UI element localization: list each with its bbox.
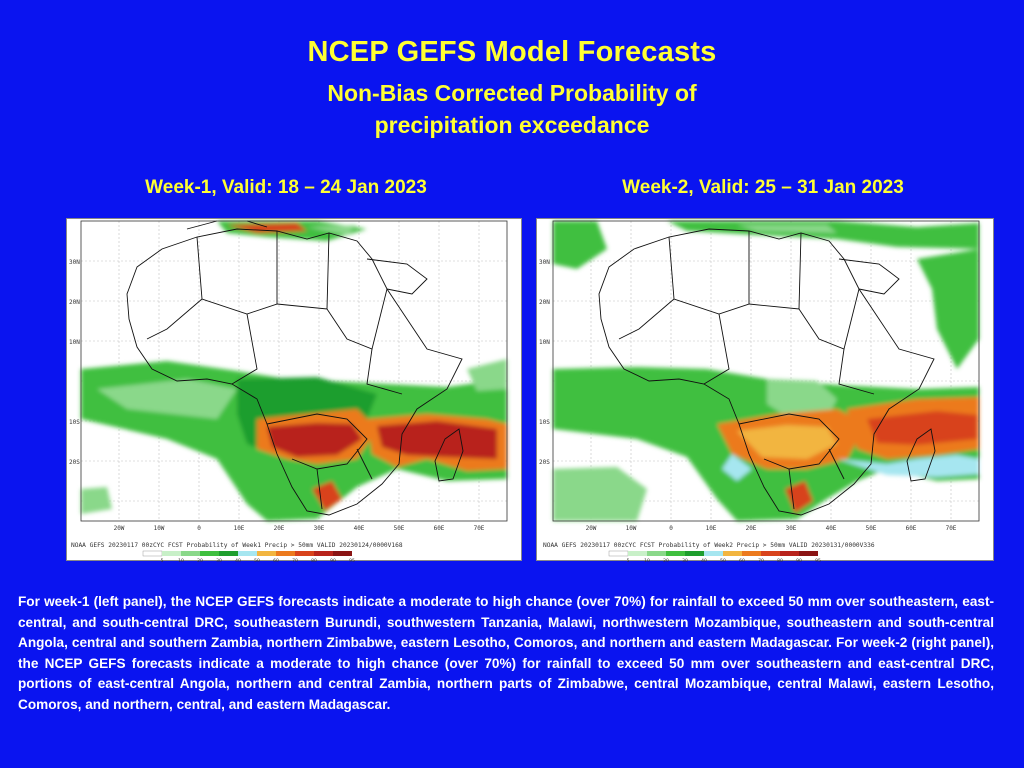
color-scale-bar [142, 550, 352, 557]
lon-label: 40E [354, 525, 365, 532]
scale-tick: 90 [330, 558, 336, 562]
scale-tick: 20 [197, 558, 203, 562]
lon-label: 20W [586, 525, 597, 532]
week1-probability-map: 30N 20N 10N 10S 20S 20W 10W 0 10E 20E 30… [66, 218, 522, 562]
scale-tick: 95 [815, 558, 821, 562]
week2-probability-map: 30N 20N 10N 10S 20S 20W 10W 0 10E 20E 30… [536, 218, 994, 562]
coastlines-borders [598, 228, 936, 516]
lon-label: 0 [197, 525, 201, 532]
color-scale-ticks: 5 10 20 30 40 50 60 70 80 90 95 [627, 558, 821, 562]
lat-label: 10S [539, 419, 550, 426]
lon-label: 50E [394, 525, 405, 532]
scale-tick: 70 [292, 558, 298, 562]
scale-tick: 5 [627, 558, 630, 562]
scale-tick: 90 [796, 558, 802, 562]
lon-label: 10E [706, 525, 717, 532]
lon-label: 0 [669, 525, 673, 532]
scale-tick: 50 [254, 558, 260, 562]
map-footer-caption: NOAA GEFS 20230117 00zCYC FCST Probabili… [543, 542, 875, 549]
precip-shading [553, 221, 979, 521]
lat-label: 20S [539, 459, 550, 466]
lat-label: 10N [539, 339, 550, 346]
scale-tick: 40 [235, 558, 241, 562]
subtitle-line-2: precipitation exceedance [374, 112, 650, 138]
longitude-labels: 20W 10W 0 10E 20E 30E 40E 50E 60E 70E [114, 525, 485, 532]
scale-tick: 5 [161, 558, 164, 562]
scale-tick: 50 [720, 558, 726, 562]
lon-label: 50E [866, 525, 877, 532]
scale-tick: 60 [739, 558, 745, 562]
subtitle-line-1: Non-Bias Corrected Probability of [327, 80, 697, 106]
lat-label: 30N [539, 259, 550, 266]
scale-tick: 95 [349, 558, 355, 562]
slide-subtitle: Non-Bias Corrected Probability of precip… [0, 77, 1024, 141]
lon-label: 30E [786, 525, 797, 532]
scale-tick: 70 [758, 558, 764, 562]
lon-label: 40E [826, 525, 837, 532]
map-plot-area [552, 220, 980, 522]
scale-tick: 60 [273, 558, 279, 562]
color-scale-ticks: 5 10 20 30 40 50 60 70 80 90 95 [161, 558, 355, 562]
lat-label: 20N [539, 299, 550, 306]
lat-label: 10N [69, 339, 80, 346]
week2-heading: Week-2, Valid: 25 – 31 Jan 2023 [622, 177, 904, 198]
map-footer-caption: NOAA GEFS 20230117 00zCYC FCST Probabili… [71, 542, 403, 549]
lon-label: 60E [434, 525, 445, 532]
week1-map-svg: 30N 20N 10N 10S 20S 20W 10W 0 10E 20E 30… [69, 220, 508, 562]
scale-tick: 80 [311, 558, 317, 562]
week1-heading: Week-1, Valid: 18 – 24 Jan 2023 [145, 177, 427, 198]
scale-tick: 30 [216, 558, 222, 562]
lon-label: 20E [746, 525, 757, 532]
coastlines-borders [126, 220, 464, 516]
lon-label: 20E [274, 525, 285, 532]
map-plot-area [80, 220, 508, 522]
lon-label: 10W [154, 525, 165, 532]
lon-label: 70E [474, 525, 485, 532]
scale-tick: 40 [701, 558, 707, 562]
latitude-labels: 30N 20N 10N 10S 20S [69, 259, 80, 466]
lon-label: 10W [626, 525, 637, 532]
scale-tick: 10 [644, 558, 650, 562]
longitude-labels: 20W 10W 0 10E 20E 30E 40E 50E 60E 70E [586, 525, 957, 532]
scale-tick: 20 [663, 558, 669, 562]
lon-label: 60E [906, 525, 917, 532]
color-scale-bar [608, 550, 818, 557]
lat-label: 30N [69, 259, 80, 266]
slide-title: NCEP GEFS Model Forecasts [307, 36, 717, 68]
scale-tick: 80 [777, 558, 783, 562]
lat-label: 20S [69, 459, 80, 466]
lon-label: 20W [114, 525, 125, 532]
lon-label: 10E [234, 525, 245, 532]
lon-label: 30E [314, 525, 325, 532]
latitude-labels: 30N 20N 10N 10S 20S [539, 259, 550, 466]
week2-map-svg: 30N 20N 10N 10S 20S 20W 10W 0 10E 20E 30… [539, 220, 980, 562]
scale-tick: 30 [682, 558, 688, 562]
forecast-summary-text: For week-1 (left panel), the NCEP GEFS f… [18, 594, 994, 712]
scale-tick: 10 [178, 558, 184, 562]
lon-label: 70E [946, 525, 957, 532]
lat-label: 20N [69, 299, 80, 306]
lat-label: 10S [69, 419, 80, 426]
